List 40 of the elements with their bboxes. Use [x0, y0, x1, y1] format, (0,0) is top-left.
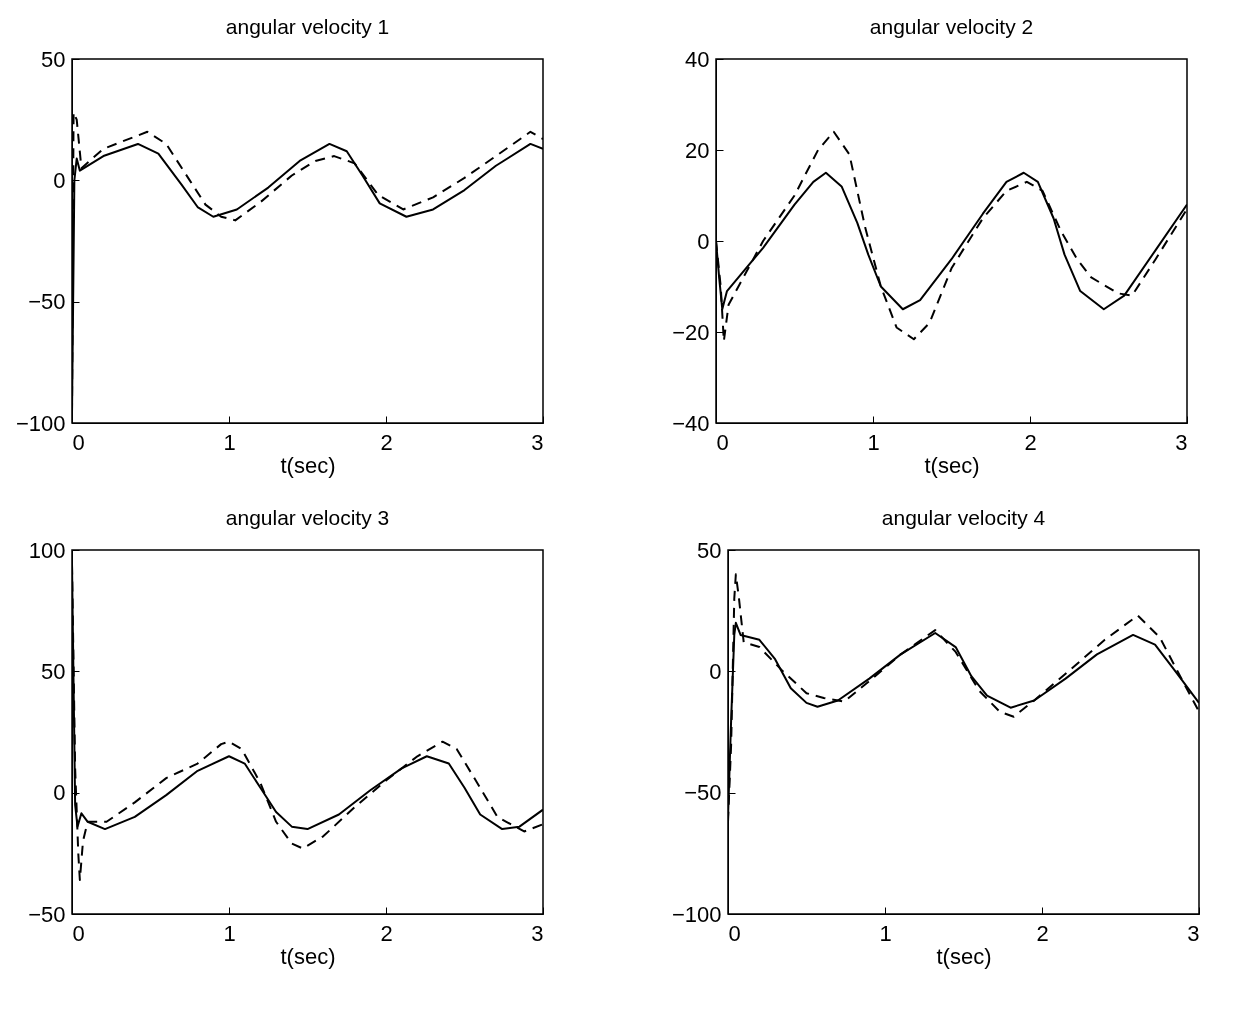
- x-axis-title: t(sec): [924, 452, 980, 478]
- y-tick-label: −50: [28, 901, 66, 927]
- x-tick-label: 1: [223, 429, 236, 455]
- x-tick-label: 1: [867, 429, 880, 455]
- chart-title: angular velocity 4: [881, 506, 1046, 529]
- x-tick-label: 0: [72, 429, 85, 455]
- y-tick-label: −50: [28, 289, 66, 315]
- chart-title: angular velocity 1: [225, 15, 390, 38]
- x-tick-label: 3: [1187, 920, 1200, 946]
- x-tick-label: 0: [72, 920, 85, 946]
- y-tick-label: −100: [671, 901, 722, 927]
- y-tick-label: −40: [672, 410, 710, 436]
- x-tick-label: 1: [879, 920, 892, 946]
- x-tick-label: 3: [531, 429, 544, 455]
- y-tick-label: −50: [684, 780, 722, 806]
- y-tick-label: 0: [53, 780, 66, 806]
- y-tick-label: 100: [28, 537, 66, 563]
- x-tick-label: 1: [223, 920, 236, 946]
- chart-title: angular velocity 3: [225, 506, 390, 529]
- chart-title: angular velocity 2: [869, 15, 1034, 38]
- x-tick-label: 2: [380, 920, 393, 946]
- x-tick-label: 3: [531, 920, 544, 946]
- y-tick-label: 40: [685, 46, 710, 72]
- y-tick-label: 20: [685, 137, 710, 163]
- y-tick-label: 50: [41, 46, 66, 72]
- y-tick-label: 0: [697, 228, 710, 254]
- x-tick-label: 0: [728, 920, 741, 946]
- x-tick-label: 3: [1175, 429, 1188, 455]
- x-tick-label: 2: [380, 429, 393, 455]
- y-tick-label: 0: [53, 167, 66, 193]
- y-tick-label: 50: [697, 537, 722, 563]
- y-tick-label: −20: [672, 319, 710, 345]
- x-axis-title: t(sec): [280, 452, 336, 478]
- y-tick-label: 50: [41, 658, 66, 684]
- x-axis-title: t(sec): [280, 943, 336, 969]
- x-tick-label: 2: [1024, 429, 1037, 455]
- x-tick-label: 2: [1036, 920, 1049, 946]
- y-tick-label: −100: [15, 410, 66, 436]
- x-axis-title: t(sec): [936, 943, 992, 969]
- y-tick-label: 0: [709, 658, 722, 684]
